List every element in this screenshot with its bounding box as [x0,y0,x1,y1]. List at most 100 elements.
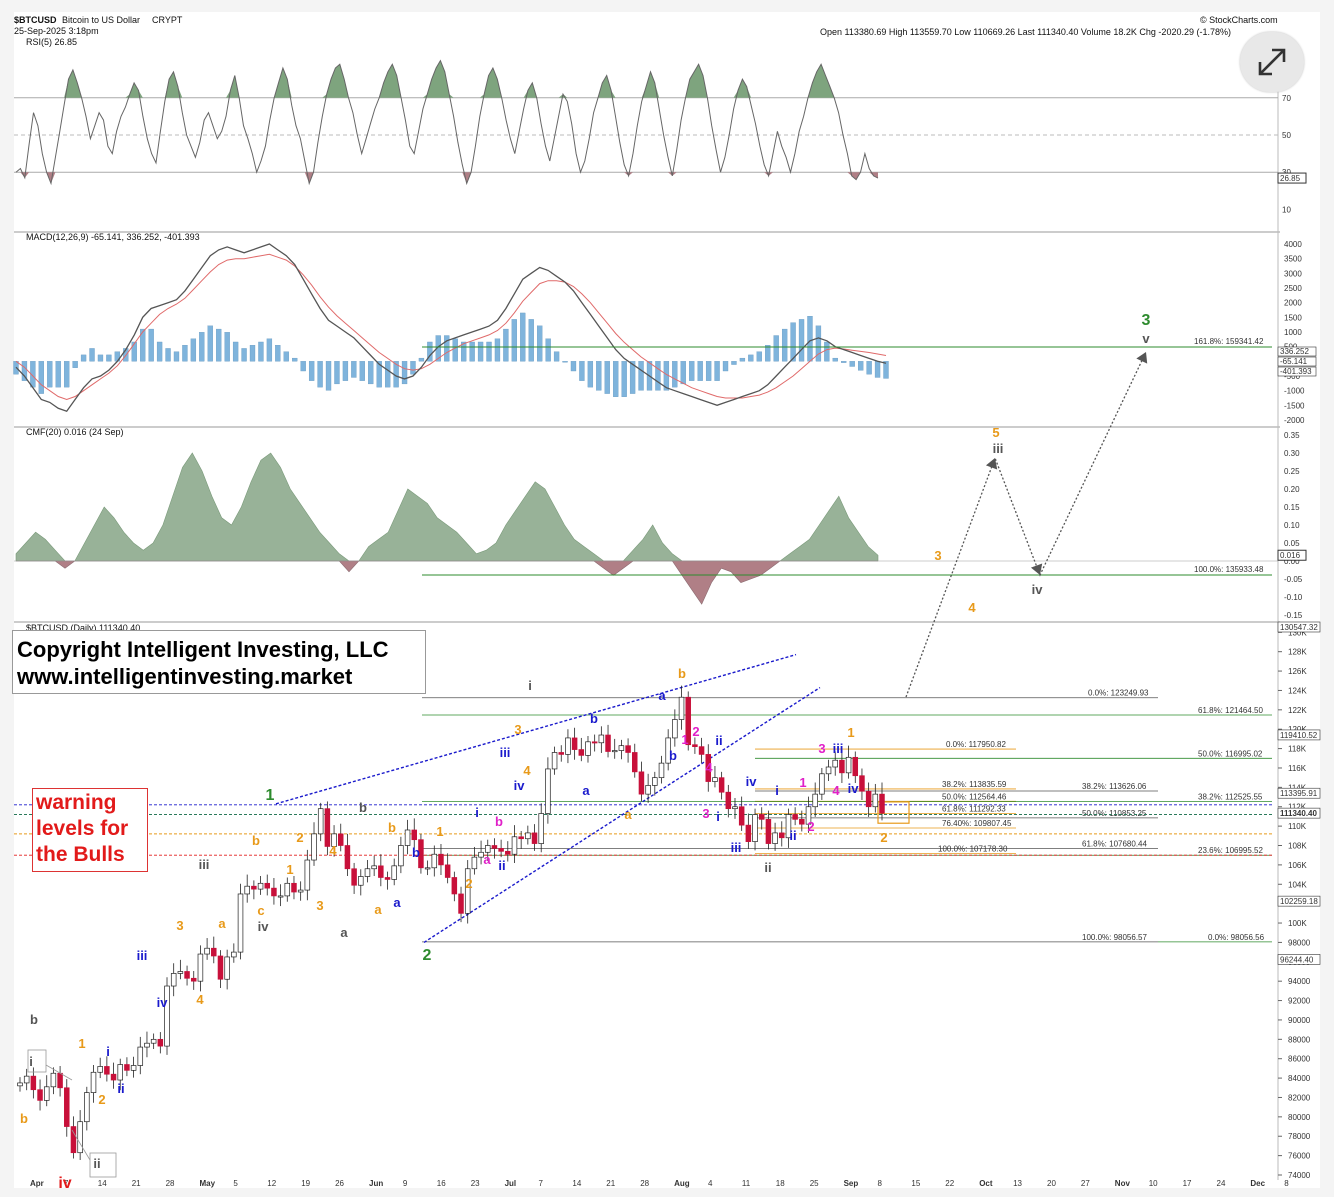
x-axis-label: 21 [606,1179,615,1188]
macd-histogram-bar [520,312,526,362]
wave-label: iii [500,745,511,760]
price-panel: 74000 76000 78000 80000 82000 84000 86000 88000… [14,351,1321,1192]
warning-line-2: levels for [36,817,129,840]
x-axis-label: May [200,1179,216,1188]
candle-body [190,977,197,982]
x-axis-label: 28 [640,1179,649,1188]
candle-body [144,1042,150,1048]
candle-body [458,893,464,914]
macd-histogram-bar [224,332,230,362]
fib-level-label: 50.0%: 110853.25 [1082,809,1147,818]
wave-label: b [590,711,598,726]
x-axis-label: Jul [505,1179,517,1188]
x-axis-label: 5 [233,1179,238,1188]
warning-line-3: the Bulls [36,843,125,866]
macd-histogram-bar [680,361,686,385]
macd-histogram-bar [292,357,298,362]
wave-label: iv [157,995,169,1010]
price-tick-label: 106K [1288,861,1307,870]
candle-body [632,752,638,773]
candle-body [531,832,538,844]
candle-body [264,882,270,889]
candle-body [90,1071,97,1093]
candle-body [785,814,792,839]
candle-body [591,741,598,744]
macd-panel: -2000-1500-1000-500050010001500200025003… [13,240,1317,425]
candle-body [364,868,371,877]
price-tick-label: 116K [1288,764,1307,773]
candle-body [237,893,244,953]
wave-label: 2 [692,724,699,739]
candle-body [511,836,518,855]
candle-body [685,696,691,746]
macd-histogram-bar [672,361,678,388]
candle-body [344,845,351,870]
macd-histogram-bar [469,341,475,362]
fib-level-label: 61.8%: 111292.33 [942,805,1006,814]
macd-histogram-bar [351,361,357,378]
x-axis-label: 7 [539,1179,544,1188]
wave-label: ii [117,1081,124,1096]
x-axis-label: 18 [776,1179,785,1188]
macd-histogram-bar [570,361,577,372]
candle-body [819,773,825,795]
macd-histogram-bar [841,361,847,363]
website-line: www.intelligentinvesting.market [17,664,353,689]
price-tick-label: 90000 [1288,1016,1311,1025]
price-tick-label: 84000 [1288,1074,1311,1083]
wave-label: 4 [705,760,713,775]
macd-histogram-bar [241,348,247,362]
price-tick-label: 126K [1288,667,1307,676]
price-tick-label: 114K [1288,783,1307,792]
candle-body [411,829,417,841]
wave-label: b [252,833,260,848]
price-tick-label: 82000 [1288,1093,1311,1102]
macd-tick-label: 3500 [1284,255,1302,264]
wave-label: ii [764,860,771,875]
expand-button[interactable] [1240,32,1304,92]
rsi-label: RSI(5) 26.85 [26,37,77,47]
macd-histogram-bar [376,361,382,388]
candle-body [170,973,177,987]
fib-level-label: 0.0%: 123249.93 [1088,689,1149,698]
candle-body [678,696,685,720]
macd-histogram-bar [182,345,188,362]
macd-histogram-bar [461,341,467,362]
macd-histogram-bar [832,357,838,362]
x-axis-label: 16 [437,1179,446,1188]
macd-histogram-bar [503,328,509,362]
candle-body [331,833,337,847]
macd-histogram-bar [64,361,70,388]
candle-body [231,951,237,958]
macd-histogram-bar [249,345,256,362]
x-axis-label: Aug [674,1179,690,1188]
candle-body [779,832,785,839]
candle-body [498,848,504,852]
macd-histogram-bar [587,361,594,388]
wave-label: ii [93,1156,100,1171]
price-tick-label: 130K [1288,628,1307,637]
candle-body [117,1064,123,1081]
macd-histogram-bar [553,351,560,362]
rsi-line [15,59,879,186]
datetime: 25-Sep-2025 3:18pm [14,26,99,36]
wave-label: iv [58,1175,71,1192]
x-axis-label: 19 [301,1179,310,1188]
candle-body [384,877,391,880]
candle-body [391,865,397,880]
candle-body [418,839,424,869]
candle-body [799,818,805,825]
macd-histogram-bar [89,348,95,362]
price-stats: Open 113380.69 High 113559.70 Low 110669… [820,27,1231,37]
candle-body [277,895,284,898]
x-axis-label: 28 [166,1179,175,1188]
x-axis-label: Oct [979,1179,993,1188]
candle-body [839,759,845,774]
candle-body [97,1066,103,1073]
macd-histogram-bar [308,361,315,381]
candle-body [765,818,772,844]
wave-label: i [106,1044,110,1059]
candle-body [792,814,798,820]
macd-histogram-bar [452,338,458,362]
price-tick-label: 88000 [1288,1035,1311,1044]
